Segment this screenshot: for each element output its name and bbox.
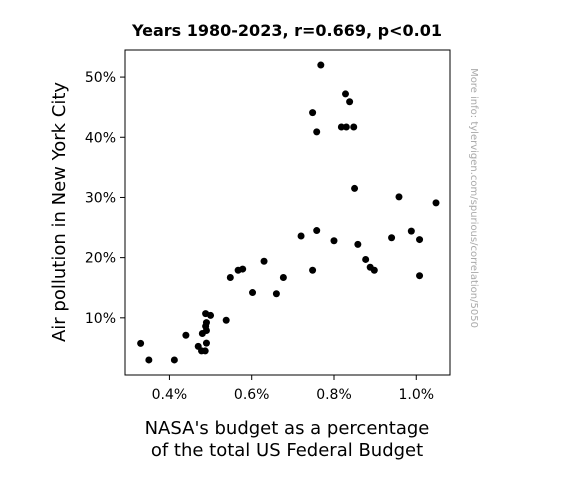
watermark-text: More info: tylervigen.com/spurious/corre… — [468, 68, 479, 328]
x-tick-label: 1.0% — [398, 387, 434, 403]
data-point — [202, 319, 210, 327]
y-tick-label: 30% — [85, 190, 116, 206]
data-point — [313, 227, 321, 235]
data-point — [416, 272, 424, 280]
data-point — [416, 236, 424, 244]
data-point — [226, 274, 234, 281]
data-point — [337, 123, 345, 131]
data-point — [170, 356, 178, 364]
data-point — [239, 265, 247, 273]
data-point — [317, 61, 325, 69]
data-point — [309, 109, 317, 117]
y-tick-label: 10% — [85, 311, 116, 327]
data-point — [137, 339, 145, 347]
data-point — [354, 240, 362, 248]
data-point — [145, 356, 153, 364]
data-point — [432, 199, 440, 207]
data-point — [388, 234, 396, 242]
data-point — [342, 123, 350, 131]
y-tick-label: 20% — [85, 251, 116, 267]
chart-title: Years 1980-2023, r=0.669, p<0.01 — [131, 21, 442, 40]
x-tick-label: 0.4% — [152, 387, 188, 403]
data-point — [279, 274, 287, 281]
data-point — [297, 232, 305, 240]
data-point — [407, 227, 415, 235]
data-point — [272, 290, 280, 298]
data-point — [342, 90, 350, 98]
data-point — [350, 123, 358, 131]
x-axis-label-line-2: of the total US Federal Budget — [151, 440, 423, 461]
data-point — [313, 128, 321, 136]
data-point — [182, 331, 190, 339]
data-point — [207, 311, 215, 319]
x-axis-label-line-1: NASA's budget as a percentage — [145, 418, 430, 439]
data-point — [395, 193, 403, 201]
y-tick-label: 50% — [85, 70, 116, 86]
data-point — [370, 266, 378, 274]
data-point — [201, 347, 209, 355]
y-tick-label: 40% — [85, 130, 116, 146]
data-point — [330, 237, 338, 245]
y-axis: 10% 20% 30% 40% 50% — [85, 70, 125, 327]
data-point — [260, 257, 268, 265]
y-axis-label: Air pollution in New York City — [49, 82, 70, 342]
x-axis: 0.4% 0.6% 0.8% 1.0% — [152, 375, 434, 403]
data-point — [309, 266, 317, 274]
data-point — [346, 98, 354, 106]
data-point — [351, 184, 359, 192]
data-point — [362, 255, 370, 263]
data-point — [202, 339, 210, 347]
data-points — [137, 61, 440, 364]
data-point — [222, 316, 230, 324]
x-tick-label: 0.8% — [316, 387, 352, 403]
x-tick-label: 0.6% — [234, 387, 270, 403]
plot-area — [124, 49, 451, 376]
data-point — [202, 326, 210, 334]
data-point — [249, 289, 257, 297]
